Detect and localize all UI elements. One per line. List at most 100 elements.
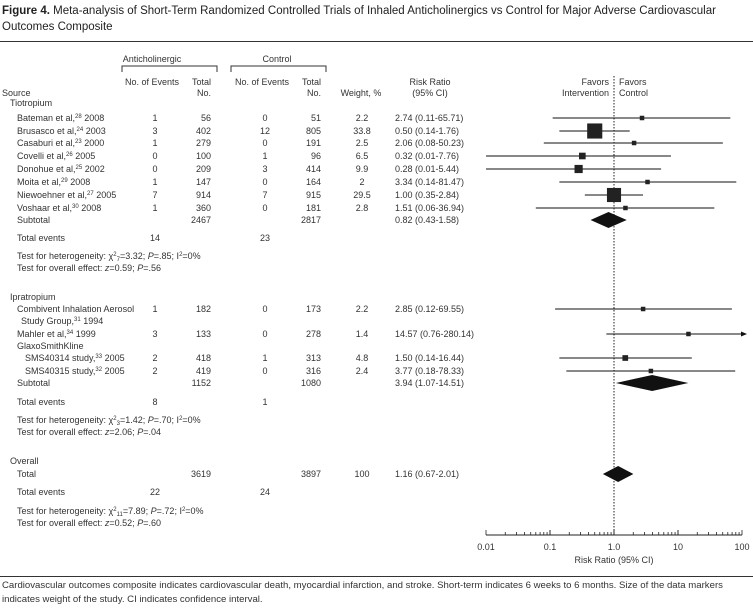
x-tick-label: 1.0 [607,542,621,552]
risk-ratio-ci: 1.51 (0.06-36.94) [395,203,465,213]
control-total: 2817 [300,215,321,225]
study-marker [587,123,603,139]
subtotal-label: Subtotal [17,215,51,225]
x-tick-label: 10 [672,542,684,552]
p-value: .04 [148,427,161,437]
control-total: 3897 [300,469,321,479]
eq: = [156,506,162,516]
anticholinergic-total: 360 [195,203,211,213]
figure-title-text: Meta-analysis of Short-Term Randomized C… [2,5,716,33]
anticholinergic-total-events: 8 [152,397,158,407]
control-total: 173 [305,304,321,314]
header-a-events: No. of Events [124,77,180,87]
risk-ratio-ci: 3.77 (0.18-78.33) [395,366,465,376]
i2-sup: 2 [181,507,186,513]
control-total: 51 [310,113,321,123]
control-events: 0 [262,366,268,376]
anticholinergic-total: 182 [195,304,211,314]
study-marker [631,140,637,146]
heterogeneity-test: Test for heterogeneity: χ23=1.42; P=.70;… [17,415,201,427]
chi2-value: =1.42; [119,415,148,425]
title-rule [0,41,753,42]
study-year: 2005 [104,353,125,363]
study-year: 2003 [85,126,106,136]
control-total: 191 [305,138,321,148]
risk-ratio-ci: 1.16 (0.67-2.01) [395,469,460,479]
study-name-text: Donohue et al, [17,164,76,174]
eff-label: Test for overall effect: [17,263,105,273]
control-events: 0 [262,113,268,123]
anticholinergic-events: 1 [152,203,158,213]
study-marker [648,368,654,374]
subtotal-label: Subtotal [17,378,51,388]
study-year: 2005 [75,151,96,161]
anticholinergic-total-events: 14 [149,233,161,243]
study-name: Study Group,31 1994 [21,316,103,326]
anticholinergic-events: 1 [152,138,158,148]
header-weight: Weight, % [340,88,382,98]
sep: ; [132,427,138,437]
x-tick-label: 100 [734,542,750,552]
header-c-events: No. of Events [234,77,290,87]
p-value: .56 [148,263,161,273]
study-name-text: Moita et al, [17,177,62,187]
risk-ratio-ci: 1.00 (0.35-2.84) [395,190,460,200]
eff-label: Test for overall effect: [17,518,105,528]
study-year: 2008 [70,177,91,187]
study-name: Covelli et al,26 2005 [17,151,95,161]
control-events: 7 [262,190,268,200]
header-bracket [230,65,327,72]
eq: = [143,427,149,437]
control-events: 1 [262,151,268,161]
study-name: Brusasco et al,24 2003 [17,126,106,136]
header-risk-ratio: Risk Ratio [409,77,451,87]
sep: ; I [171,251,180,261]
control-total-events: 23 [259,233,271,243]
study-name: Combivent Inhalation Aerosol [17,304,135,314]
chi-sup: 2 [113,416,117,422]
figure-label: Figure 4. [2,5,50,17]
study-marker [623,205,628,211]
control-total: 1080 [300,378,321,388]
study-name-text: SMS40315 study, [25,366,96,376]
control-total: 313 [305,353,321,363]
control-total: 164 [305,177,321,187]
study-ref: 26 [66,152,73,158]
p-value: .70 [159,415,172,425]
z-label: z [104,263,110,273]
study-name: Niewoehner et al,27 2005 [17,190,116,200]
p-label: P [147,415,154,425]
study-name: Bateman et al,28 2008 [17,113,104,123]
control-total: 278 [305,329,321,339]
header-bracket [121,65,218,72]
x-tick-label: 0.01 [477,542,495,552]
weight: 2.2 [355,304,369,314]
anticholinergic-events: 3 [152,329,158,339]
anticholinergic-events: 1 [152,304,158,314]
study-marker [686,331,691,337]
control-total: 915 [305,190,321,200]
study-marker [640,306,646,312]
sep: ; I [174,506,182,516]
weight: 33.8 [353,126,371,136]
total-label: Total [17,469,37,479]
df: 7 [116,257,120,263]
heterogeneity-test: Test for heterogeneity: χ211=7.89; P=.72… [17,506,204,518]
eff-label: Test for overall effect: [17,427,105,437]
ci-arrow [741,331,747,337]
header-a-total: Total [191,77,211,87]
study-year: 1999 [75,329,96,339]
anticholinergic-total: 914 [195,190,211,200]
footnote: Cardiovascular outcomes composite indica… [2,580,723,605]
chi-sup: 2 [113,252,117,258]
control-events: 0 [262,203,268,213]
sep: ; [132,263,138,273]
group-label: Ipratropium [10,292,56,302]
study-marker [639,115,645,121]
control-total: 316 [305,366,321,376]
study-marker [645,179,650,185]
anticholinergic-total: 419 [195,366,211,376]
study-year: 1994 [83,316,104,326]
weight: 100 [354,469,370,479]
